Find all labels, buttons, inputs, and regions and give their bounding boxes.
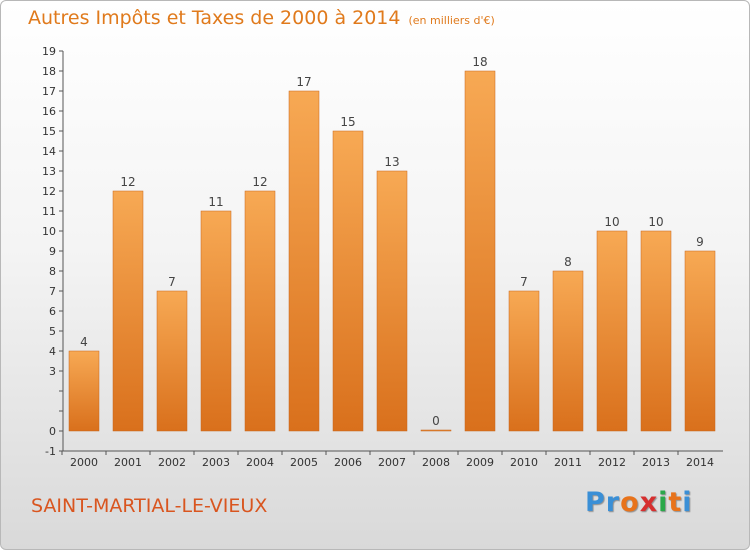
x-tick-label: 2014 bbox=[686, 456, 714, 469]
y-tick-label: 19 bbox=[42, 45, 56, 58]
logo-letter: t bbox=[668, 487, 683, 518]
logo-letter: P bbox=[585, 487, 606, 518]
y-tick-label: 7 bbox=[49, 285, 56, 298]
bar-2012 bbox=[596, 230, 628, 432]
bar-2008 bbox=[420, 429, 452, 432]
data-label-2014: 9 bbox=[696, 235, 704, 249]
data-label-2006: 15 bbox=[340, 115, 355, 129]
data-label-2000: 4 bbox=[80, 335, 88, 349]
bar-2003 bbox=[200, 210, 232, 432]
y-tick-label: 12 bbox=[42, 185, 56, 198]
y-tick-label: 13 bbox=[42, 165, 56, 178]
y-tick-label: 14 bbox=[42, 145, 56, 158]
y-tick-label: 4 bbox=[49, 345, 56, 358]
y-tick-label: 6 bbox=[49, 305, 56, 318]
y-tick-label: 11 bbox=[42, 205, 56, 218]
data-label-2010: 7 bbox=[520, 275, 528, 289]
y-tick-label: 10 bbox=[42, 225, 56, 238]
place-name: SAINT-MARTIAL-LE-VIEUX bbox=[31, 495, 268, 517]
logo-letter: x bbox=[639, 487, 659, 518]
chart-title: Autres Impôts et Taxes de 2000 à 2014 (en… bbox=[28, 7, 495, 29]
chart-subtitle: (en milliers d'€) bbox=[408, 14, 495, 27]
data-label-2012: 10 bbox=[604, 215, 619, 229]
x-tick-label: 2003 bbox=[202, 456, 230, 469]
y-tick-label: 18 bbox=[42, 65, 56, 78]
data-label-2002: 7 bbox=[168, 275, 176, 289]
x-tick-label: 2006 bbox=[334, 456, 362, 469]
y-tick-label: -1 bbox=[45, 445, 56, 458]
x-tick-label: 2009 bbox=[466, 456, 494, 469]
y-tick-label: 5 bbox=[49, 325, 56, 338]
proxiti-logo: Proxiti bbox=[585, 487, 693, 518]
x-tick-label: 2001 bbox=[114, 456, 142, 469]
data-label-2011: 8 bbox=[564, 255, 572, 269]
y-tick-label: 16 bbox=[42, 105, 56, 118]
bar-2005 bbox=[288, 90, 320, 432]
bar-2001 bbox=[112, 190, 144, 432]
x-tick-label: 2008 bbox=[422, 456, 450, 469]
chart-title-main: Autres Impôts et Taxes de 2000 à 2014 bbox=[28, 7, 401, 29]
x-tick-label: 2011 bbox=[554, 456, 582, 469]
y-tick-label: 17 bbox=[42, 85, 56, 98]
data-label-2007: 13 bbox=[384, 155, 399, 169]
data-label-2004: 12 bbox=[252, 175, 267, 189]
x-tick-label: 2012 bbox=[598, 456, 626, 469]
x-tick-label: 2000 bbox=[70, 456, 98, 469]
logo-letter: r bbox=[605, 487, 621, 518]
bar-2004 bbox=[244, 190, 276, 432]
bar-2006 bbox=[332, 130, 364, 432]
y-tick-label: 8 bbox=[49, 265, 56, 278]
y-tick-label: 3 bbox=[49, 365, 56, 378]
bar-2007 bbox=[376, 170, 408, 432]
data-label-2003: 11 bbox=[208, 195, 223, 209]
y-tick-label: 15 bbox=[42, 125, 56, 138]
logo-letter: i bbox=[682, 487, 693, 518]
x-tick-label: 2004 bbox=[246, 456, 274, 469]
x-tick-label: 2013 bbox=[642, 456, 670, 469]
bar-2011 bbox=[552, 270, 584, 432]
bar-2010 bbox=[508, 290, 540, 432]
logo-letter: i bbox=[658, 487, 669, 518]
x-tick-label: 2002 bbox=[158, 456, 186, 469]
bar-2000 bbox=[68, 350, 100, 432]
data-label-2009: 18 bbox=[472, 55, 487, 69]
data-label-2013: 10 bbox=[648, 215, 663, 229]
bar-2013 bbox=[640, 230, 672, 432]
data-label-2008: 0 bbox=[432, 414, 440, 428]
x-tick-label: 2010 bbox=[510, 456, 538, 469]
bar-2009 bbox=[464, 70, 496, 432]
y-tick-label: 0 bbox=[49, 425, 56, 438]
bar-2014 bbox=[684, 250, 716, 432]
x-tick-label: 2007 bbox=[378, 456, 406, 469]
x-tick-label: 2005 bbox=[290, 456, 318, 469]
y-tick-label: 9 bbox=[49, 245, 56, 258]
bar-2002 bbox=[156, 290, 188, 432]
logo-letter: o bbox=[620, 487, 640, 518]
data-label-2001: 12 bbox=[120, 175, 135, 189]
data-label-2005: 17 bbox=[296, 75, 311, 89]
